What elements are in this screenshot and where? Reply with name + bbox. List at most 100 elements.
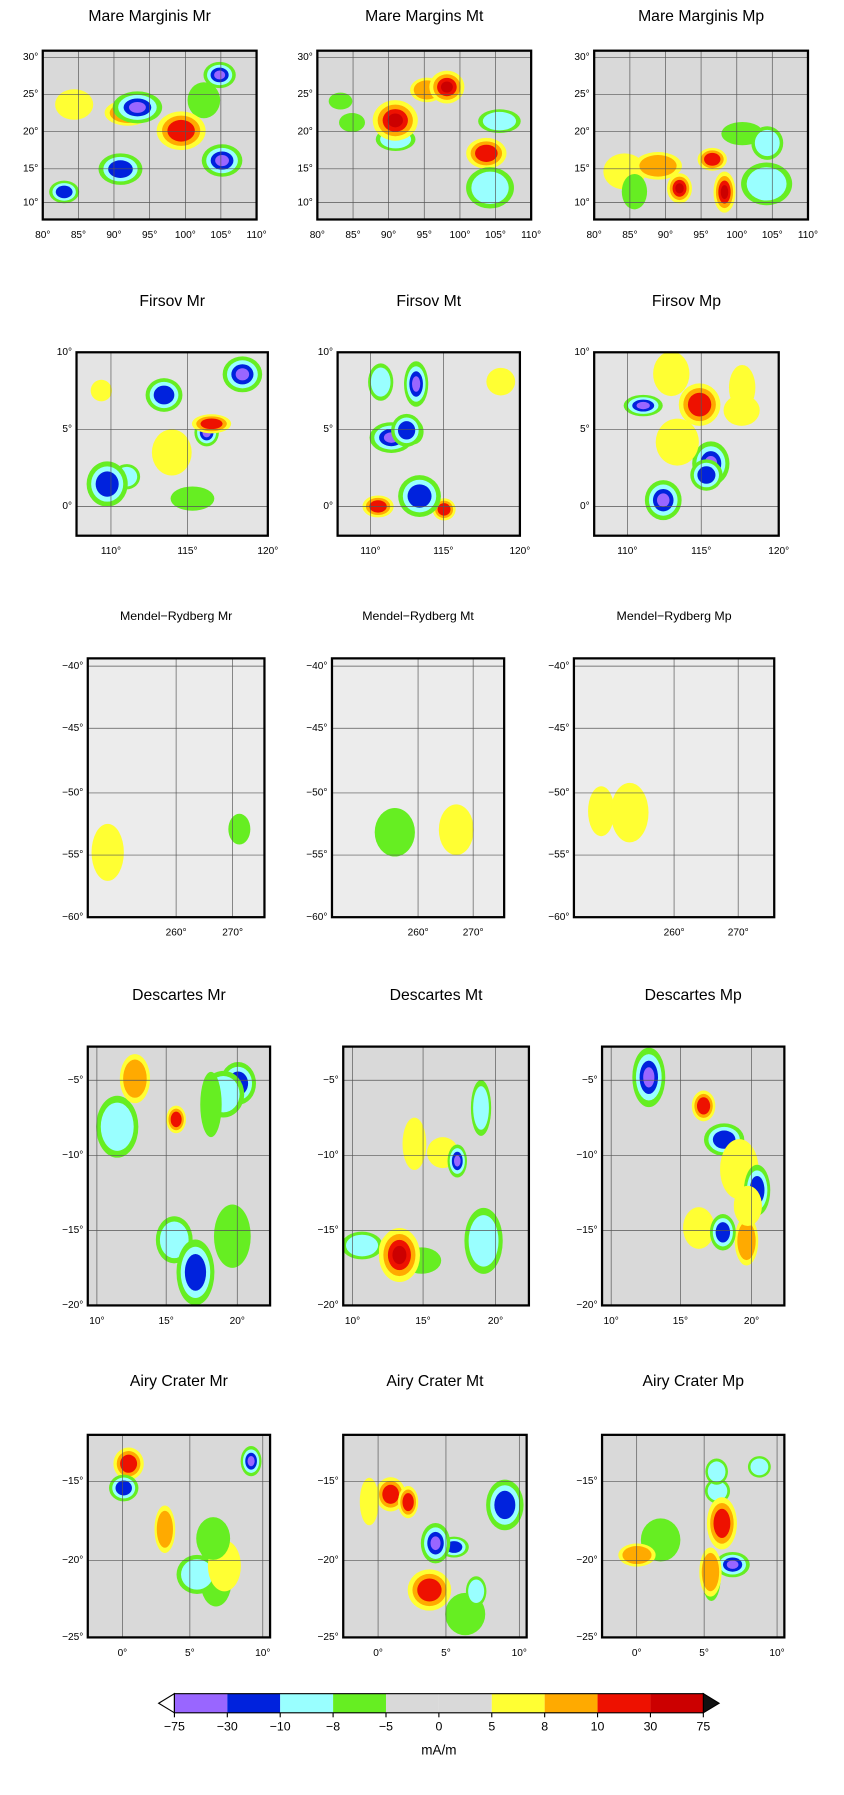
anomaly <box>375 808 415 857</box>
colorbar-swatch <box>386 1694 439 1713</box>
y-tick-label: −45° <box>306 723 327 734</box>
colorbar-tick-label: 10 <box>591 1720 605 1734</box>
y-tick-label: −60° <box>548 912 569 923</box>
anomaly <box>494 1491 515 1519</box>
x-tick-label: 110° <box>246 230 266 241</box>
anomaly <box>171 1112 182 1128</box>
y-tick-label: −10° <box>576 1150 597 1161</box>
x-tick-label: 85° <box>622 230 637 241</box>
y-tick-label: −25° <box>576 1632 597 1643</box>
anomaly <box>196 1517 230 1560</box>
anomaly <box>329 93 353 110</box>
anomaly <box>392 1246 406 1264</box>
y-tick-label: 20° <box>298 126 313 137</box>
x-tick-label: 120° <box>257 546 278 557</box>
anomaly <box>96 471 119 496</box>
map <box>338 352 520 535</box>
anomaly <box>101 1103 134 1151</box>
anomaly <box>755 130 780 156</box>
colorbar-swatch <box>545 1694 598 1713</box>
anomaly <box>157 1511 173 1548</box>
x-tick-label: 110° <box>101 546 121 557</box>
colorbar-tick-label: −30 <box>217 1720 238 1734</box>
panel-title: Mare Marginis Mp <box>638 8 764 25</box>
anomaly <box>398 421 415 439</box>
x-tick-label: 20° <box>488 1316 503 1327</box>
map <box>88 1047 270 1306</box>
colorbar-tick-label: −8 <box>326 1720 340 1734</box>
anomaly <box>734 1186 762 1226</box>
y-tick-label: −55° <box>548 850 569 861</box>
anomaly <box>371 368 391 397</box>
y-tick-label: −20° <box>62 1555 83 1566</box>
x-tick-label: 15° <box>159 1316 174 1327</box>
x-tick-label: 110° <box>360 546 380 557</box>
map <box>602 1435 784 1638</box>
colorbar-swatch <box>598 1694 651 1713</box>
y-tick-label: 25° <box>298 89 313 100</box>
anomaly <box>438 503 451 515</box>
x-tick-label: 10° <box>255 1648 270 1659</box>
x-tick-label: 80° <box>587 230 602 241</box>
anomaly <box>697 1097 710 1114</box>
anomaly <box>214 71 225 80</box>
y-tick-label: −5° <box>323 1075 339 1086</box>
anomaly <box>92 824 124 881</box>
y-tick-label: 10° <box>574 197 589 208</box>
y-tick-label: −40° <box>62 661 83 672</box>
anomaly <box>656 419 699 466</box>
anomaly <box>704 153 720 166</box>
y-tick-label: 25° <box>23 89 38 100</box>
colorbar-tick-label: 8 <box>541 1720 548 1734</box>
anomaly <box>588 786 614 836</box>
x-tick-label: 270° <box>222 928 243 939</box>
y-tick-label: 20° <box>23 126 38 137</box>
y-tick-label: −15° <box>576 1225 597 1236</box>
x-tick-label: 90° <box>106 230 121 241</box>
anomaly <box>729 365 755 410</box>
panel-title: Descartes Mp <box>645 987 742 1004</box>
anomaly <box>91 380 112 402</box>
anomaly <box>643 1067 654 1087</box>
y-tick-label: −25° <box>318 1632 339 1643</box>
anomaly <box>402 1493 413 1511</box>
y-tick-label: −20° <box>318 1300 339 1311</box>
y-tick-label: −45° <box>62 723 83 734</box>
anomaly <box>382 1485 399 1504</box>
x-tick-label: 80° <box>310 230 325 241</box>
colorbar-swatch <box>174 1694 227 1713</box>
colorbar-swatch <box>333 1694 386 1713</box>
x-tick-label: 105° <box>210 230 231 241</box>
y-tick-label: 5° <box>62 424 72 435</box>
anomaly <box>727 1560 739 1569</box>
x-tick-label: 5° <box>699 1648 709 1659</box>
anomaly <box>200 1072 221 1137</box>
anomaly <box>55 89 93 120</box>
colorbar-tick-label: 0 <box>435 1720 442 1734</box>
anomaly <box>154 386 175 405</box>
y-tick-label: −15° <box>318 1225 339 1236</box>
panel-title: Airy Crater Mr <box>130 1373 228 1390</box>
x-tick-label: 100° <box>449 230 470 241</box>
anomaly <box>360 1478 379 1526</box>
anomaly <box>215 155 229 166</box>
x-tick-label: 260° <box>408 928 429 939</box>
x-tick-label: 260° <box>166 928 187 939</box>
x-tick-label: 120° <box>509 546 530 557</box>
x-tick-label: 0° <box>632 1648 642 1659</box>
anomaly <box>56 186 73 199</box>
anomaly <box>639 155 676 177</box>
y-tick-label: −15° <box>576 1476 597 1487</box>
y-tick-label: 15° <box>574 164 589 175</box>
x-tick-label: 20° <box>744 1316 759 1327</box>
colorbar-tick-label: −75 <box>164 1720 185 1734</box>
y-tick-label: −25° <box>62 1632 83 1643</box>
x-tick-label: 85° <box>345 230 360 241</box>
anomaly <box>408 484 432 507</box>
y-tick-label: 5° <box>323 424 333 435</box>
colorbar-swatch <box>439 1694 492 1713</box>
y-tick-label: −5° <box>582 1075 598 1086</box>
colorbar-swatch <box>227 1694 280 1713</box>
x-tick-label: 115° <box>691 546 711 557</box>
map <box>602 1047 784 1306</box>
